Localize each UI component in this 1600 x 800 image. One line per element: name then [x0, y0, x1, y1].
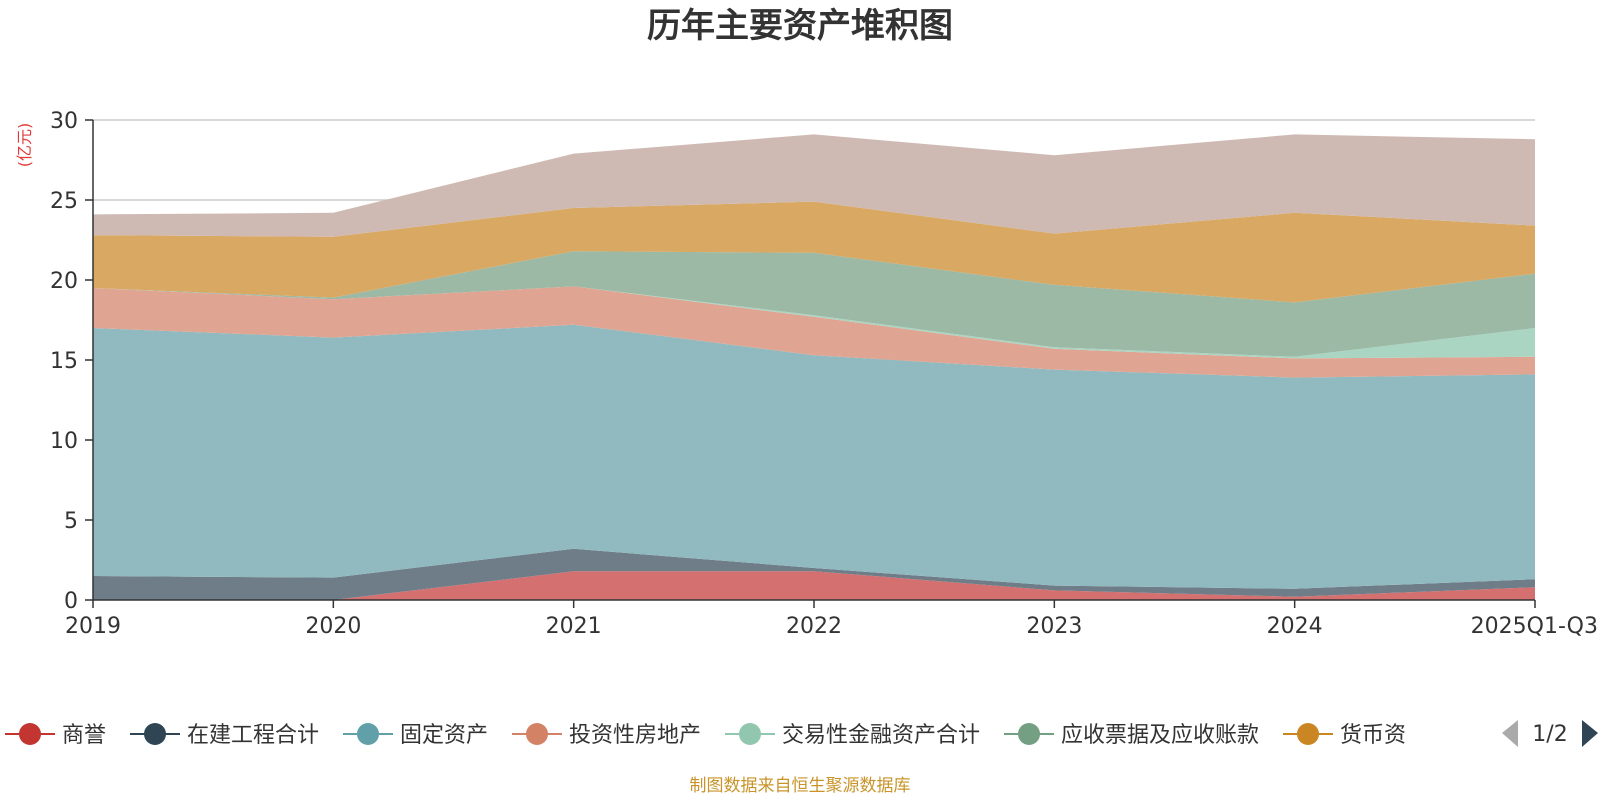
- legend-marker-icon: [1297, 723, 1319, 745]
- x-tick-label: 2025Q1-Q3: [1471, 614, 1598, 639]
- area-series: [93, 571, 1535, 600]
- legend-marker-icon: [526, 723, 548, 745]
- legend-item[interactable]: 应收票据及应收账款: [1004, 723, 1259, 748]
- area-series: [93, 201, 1535, 303]
- legend-label: 商誉: [62, 723, 106, 748]
- legend-item[interactable]: 商誉: [5, 723, 106, 748]
- area-series: [93, 286, 1535, 378]
- legend-label: 货币资: [1340, 723, 1406, 748]
- legend-next-icon[interactable]: [1582, 720, 1598, 747]
- legend-item[interactable]: 货币资: [1283, 723, 1406, 748]
- legend-label: 投资性房地产: [569, 723, 701, 748]
- legend: 商誉 在建工程合计 固定资产 投资性房地产 交易性金融资产合计 应收票据及应收账款 货币资: [5, 723, 1406, 748]
- legend-marker-icon: [357, 723, 379, 745]
- area-series: [93, 134, 1535, 237]
- legend-marker-icon: [739, 723, 761, 745]
- y-tick-label: 20: [50, 269, 78, 294]
- legend-label: 应收票据及应收账款: [1061, 723, 1259, 748]
- x-tick-label: 2019: [65, 614, 121, 639]
- series-areas: [93, 134, 1535, 600]
- y-tick-label: 10: [50, 429, 78, 454]
- legend-label: 固定资产: [400, 723, 488, 748]
- legend-prev-icon[interactable]: [1502, 720, 1518, 747]
- y-tick-label: 5: [64, 509, 78, 534]
- y-tick-label: 25: [50, 189, 78, 214]
- legend-marker-icon: [19, 723, 41, 745]
- area-series: [93, 548, 1535, 600]
- legend-item[interactable]: 固定资产: [343, 723, 488, 748]
- chart-title: 历年主要资产堆积图: [647, 6, 953, 46]
- source-note: 制图数据来自恒生聚源数据库: [690, 776, 911, 796]
- legend-marker-icon: [1018, 723, 1040, 745]
- axes: 0 5 10 15 20 25 30 2019 2020 2021 2022 2023 2024 2025…: [50, 109, 1598, 639]
- legend-label: 交易性金融资产合计: [782, 723, 980, 748]
- y-tick-label: 0: [64, 589, 78, 614]
- legend-label: 在建工程合计: [187, 723, 319, 748]
- legend-item[interactable]: 交易性金融资产合计: [725, 723, 980, 748]
- legend-item[interactable]: 在建工程合计: [130, 723, 319, 748]
- x-tick-label: 2021: [546, 614, 602, 639]
- x-tick-label: 2022: [786, 614, 842, 639]
- legend-page-indicator: 1/2: [1532, 722, 1567, 747]
- y-tick-label: 15: [50, 349, 78, 374]
- y-axis-unit: (亿元): [15, 123, 34, 168]
- legend-pager: 1/2: [1502, 720, 1598, 747]
- x-tick-label: 2023: [1026, 614, 1082, 639]
- y-tick-label: 30: [50, 109, 78, 134]
- legend-marker-icon: [144, 723, 166, 745]
- area-series: [93, 324, 1535, 589]
- area-series: [93, 286, 1535, 359]
- area-series: [93, 251, 1535, 357]
- x-tick-label: 2024: [1267, 614, 1323, 639]
- x-tick-label: 2020: [305, 614, 361, 639]
- legend-item[interactable]: 投资性房地产: [512, 723, 701, 748]
